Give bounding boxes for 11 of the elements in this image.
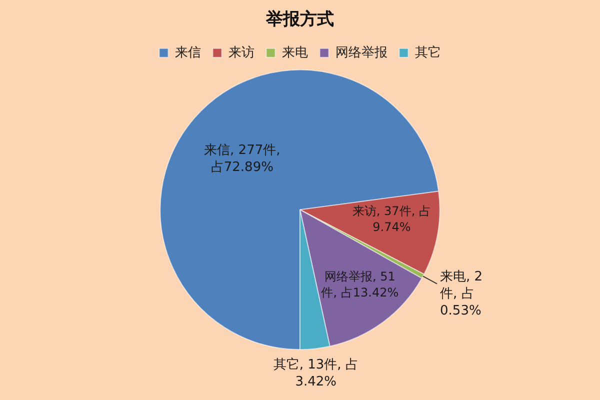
data-label: 来访, 37件, 占9.74% (352, 204, 431, 234)
legend-label: 网络举报 (335, 45, 388, 60)
legend-label: 其它 (414, 44, 441, 60)
chart-title: 举报方式 (265, 10, 334, 30)
legend-label: 来信 (174, 45, 201, 60)
data-label: 其它, 13件, 占3.42% (273, 356, 358, 390)
data-label: 来电, 2件, 占0.53% (440, 270, 483, 319)
data-label: 来信, 277件, 占72.89% (204, 142, 280, 175)
legend-label: 来电 (282, 45, 308, 60)
legend-label: 来访 (228, 44, 254, 60)
data-label: 网络举报, 51件, 占13.42% (321, 269, 399, 300)
